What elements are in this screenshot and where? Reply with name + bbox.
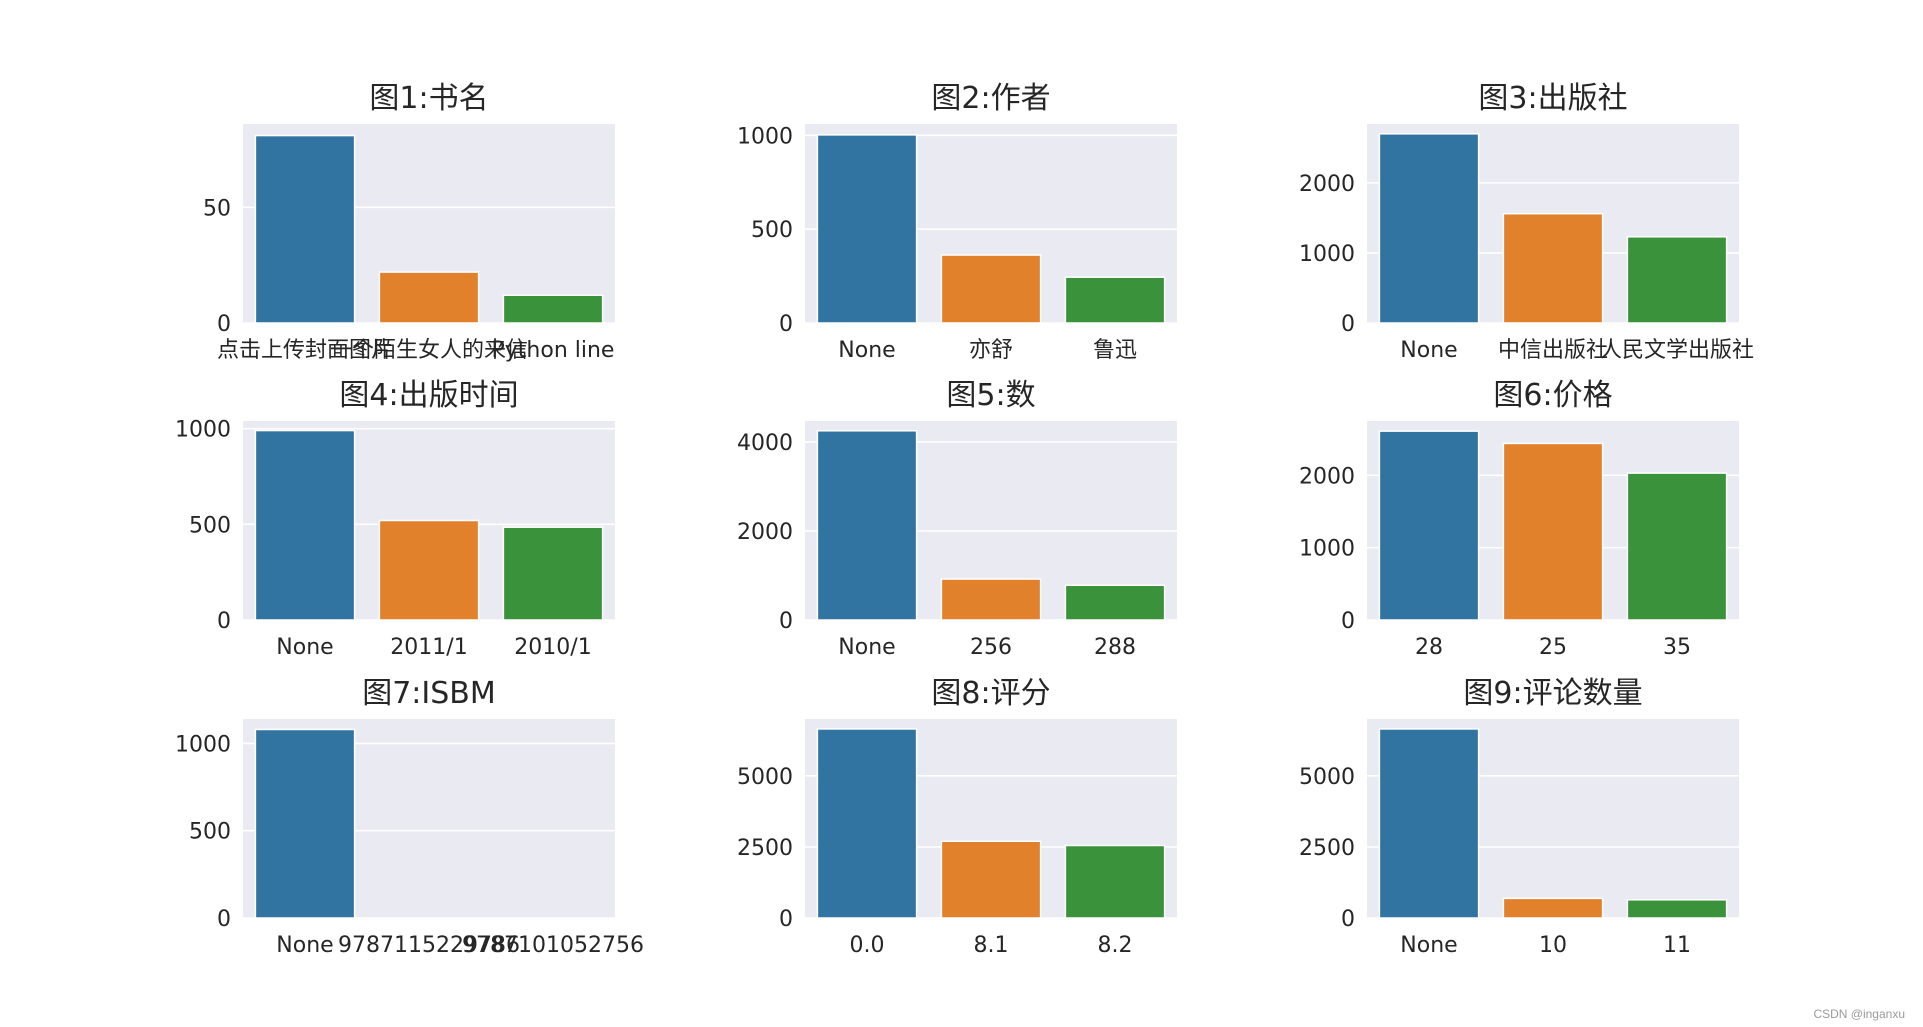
x-tick-label: None: [276, 635, 333, 660]
y-tick-label: 1000: [175, 418, 231, 443]
x-tick-label: 2011/1: [390, 635, 467, 660]
x-tick-label: 11: [1663, 933, 1691, 958]
bar: [940, 254, 1042, 324]
y-tick-label: 2000: [1299, 172, 1355, 197]
y-tick-label: 0: [779, 609, 793, 634]
x-tick-label: Python line: [492, 338, 615, 363]
x-tick-label: None: [1400, 338, 1457, 363]
chart-title: 图4:出版时间: [339, 378, 518, 413]
x-tick-label: 256: [970, 635, 1012, 660]
y-tick-label: 2000: [1299, 464, 1355, 489]
y-tick-label: 50: [203, 196, 231, 221]
y-tick-label: 0: [779, 312, 793, 337]
bar: [254, 728, 356, 919]
x-tick-label: 9787101052756: [462, 933, 644, 958]
bar: [1378, 728, 1480, 919]
y-tick-label: 5000: [737, 765, 793, 790]
x-tick-label: 0.0: [850, 933, 885, 958]
bar: [1064, 584, 1166, 621]
y-tick-label: 0: [779, 907, 793, 932]
bar: [1378, 133, 1480, 324]
bar: [254, 429, 356, 621]
x-tick-label: 一个陌生女人的来信: [330, 338, 528, 363]
x-tick-label: 鲁迅: [1093, 338, 1137, 363]
x-tick-label: 28: [1415, 635, 1443, 660]
y-tick-label: 0: [1341, 907, 1355, 932]
y-tick-label: 0: [1341, 312, 1355, 337]
y-tick-label: 5000: [1299, 765, 1355, 790]
subplot-2: 0 500 1000 None 亦舒 鲁迅 图2:作者: [737, 81, 1177, 363]
bar: [816, 430, 918, 621]
x-tick-label: 人民文学出版社: [1600, 338, 1754, 363]
x-tick-label: 8.2: [1098, 933, 1133, 958]
x-tick-label: 中信出版社: [1498, 338, 1608, 363]
bar: [502, 294, 604, 324]
y-tick-label: 0: [217, 609, 231, 634]
chart-title: 图8:评分: [931, 676, 1050, 711]
x-tick-label: 2010/1: [514, 635, 591, 660]
x-tick-label: None: [1400, 933, 1457, 958]
x-tick-label: 10: [1539, 933, 1567, 958]
bar: [1626, 899, 1728, 919]
y-tick-label: 0: [217, 312, 231, 337]
x-tick-label: 25: [1539, 635, 1567, 660]
bar: [1378, 430, 1480, 621]
x-tick-label: None: [838, 338, 895, 363]
bar: [1626, 236, 1728, 324]
bar: [1502, 897, 1604, 919]
y-tick-label: 500: [751, 218, 793, 243]
bar: [1064, 276, 1166, 324]
bar: [254, 134, 356, 324]
chart-title: 图9:评论数量: [1463, 676, 1642, 711]
x-tick-label: 288: [1094, 635, 1136, 660]
bar: [940, 840, 1042, 919]
y-tick-label: 1000: [737, 124, 793, 149]
y-tick-label: 500: [189, 513, 231, 538]
y-tick-label: 2500: [737, 836, 793, 861]
x-tick-label: 8.1: [974, 933, 1009, 958]
x-tick-label: None: [838, 635, 895, 660]
x-tick-label: 点击上传封面图片: [217, 338, 393, 363]
subplot-4: 0 500 1000 None 2011/1 2010/1 图4:出版时间: [175, 378, 615, 660]
bar: [1626, 472, 1728, 621]
bar: [1502, 442, 1604, 621]
bar: [1064, 844, 1166, 919]
y-tick-label: 2000: [737, 520, 793, 545]
bar: [502, 526, 604, 621]
subplot-9: 0 2500 5000 None 10 11 图9:评论数量: [1299, 676, 1739, 958]
bar: [378, 271, 480, 324]
bar: [940, 578, 1042, 621]
watermark: CSDN @inganxu: [1813, 1007, 1905, 1021]
bar: [1502, 212, 1604, 324]
x-tick-label: 9787115229786: [338, 933, 520, 958]
x-tick-label: 35: [1663, 635, 1691, 660]
y-tick-label: 500: [189, 820, 231, 845]
chart-title: 图6:价格: [1493, 378, 1612, 413]
bar: [816, 134, 918, 324]
bar: [816, 728, 918, 919]
chart-title: 图1:书名: [369, 81, 488, 116]
y-tick-label: 0: [1341, 609, 1355, 634]
subplot-6: 0 1000 2000 28 25 35 图6:价格: [1299, 378, 1739, 660]
bar: [378, 519, 480, 621]
chart-title: 图7:ISBM: [362, 676, 496, 711]
subplot-5: 0 2000 4000 None 256 288 图5:数: [737, 378, 1177, 660]
y-tick-label: 2500: [1299, 836, 1355, 861]
x-tick-label: 亦舒: [969, 338, 1013, 363]
y-tick-label: 0: [217, 907, 231, 932]
y-tick-label: 1000: [1299, 537, 1355, 562]
chart-title: 图2:作者: [931, 81, 1050, 116]
y-tick-label: 4000: [737, 431, 793, 456]
chart-title: 图5:数: [946, 378, 1035, 413]
chart-title: 图3:出版社: [1478, 81, 1627, 116]
y-tick-label: 1000: [175, 732, 231, 757]
x-tick-label: None: [276, 933, 333, 958]
y-tick-label: 1000: [1299, 242, 1355, 267]
subplot-8: 0 2500 5000 0.0 8.1 8.2 图8:评分: [737, 676, 1177, 958]
